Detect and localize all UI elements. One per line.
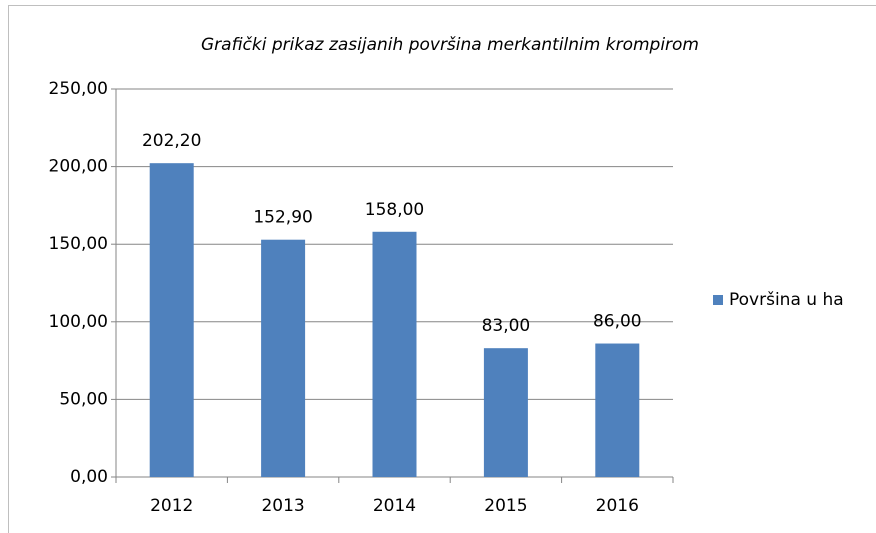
bar xyxy=(595,343,640,477)
y-tick-label: 0,00 xyxy=(70,467,108,487)
x-tick-label: 2014 xyxy=(373,496,416,516)
value-label: 86,00 xyxy=(593,312,642,332)
bar xyxy=(149,163,194,477)
x-tick-label: 2012 xyxy=(150,496,193,516)
x-tick-label: 2015 xyxy=(484,496,527,516)
bar xyxy=(261,239,306,477)
value-label: 83,00 xyxy=(482,316,531,336)
value-label: 202,20 xyxy=(142,131,201,151)
y-tick-label: 100,00 xyxy=(49,312,108,332)
y-tick-label: 200,00 xyxy=(49,157,108,177)
value-label: 152,90 xyxy=(253,208,312,228)
y-tick-label: 150,00 xyxy=(49,234,108,254)
legend-swatch xyxy=(713,295,723,305)
y-tick-label: 50,00 xyxy=(59,389,108,409)
bar xyxy=(483,348,528,477)
x-tick-label: 2013 xyxy=(261,496,304,516)
value-label: 158,00 xyxy=(365,200,424,220)
chart-title: Grafički prikaz zasijanih površina merka… xyxy=(201,35,699,55)
bar xyxy=(372,231,417,477)
x-tick-label: 2016 xyxy=(596,496,639,516)
legend-label: Površina u ha xyxy=(729,290,844,310)
y-tick-label: 250,00 xyxy=(49,79,108,99)
chart-border xyxy=(8,5,876,533)
